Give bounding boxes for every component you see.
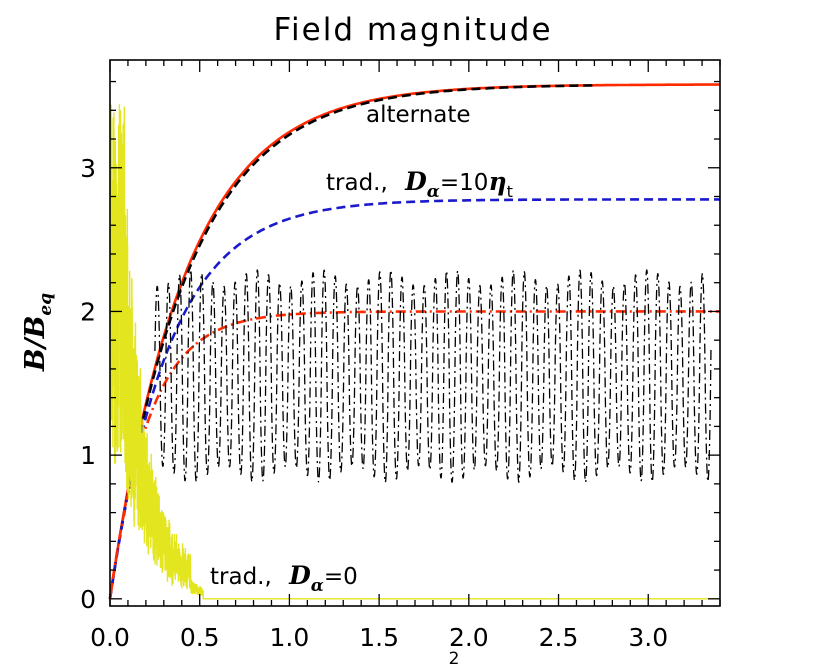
ticks-layer (109, 60, 721, 606)
x-tick-label: 1.5 (359, 623, 399, 652)
y-axis-label-sub: eq (36, 293, 56, 316)
x-tick-label: 1.0 (270, 623, 310, 652)
x-tick-label: 0.0 (90, 623, 130, 652)
annotation-trad-10-sub2: t (507, 182, 513, 201)
x-tick-label: 2.0 (449, 623, 489, 652)
y-tick-label: 0 (80, 585, 96, 614)
series-line-oscillating_black (154, 269, 712, 483)
series-layer (108, 83, 720, 600)
x-tick-label: 0.5 (180, 623, 220, 652)
y-tick-label: 2 (80, 297, 96, 326)
annotation-alternate: alternate (366, 102, 471, 128)
annotation-trad-10-eq: =10 (440, 170, 489, 196)
annotation-trad-10-eta: η (488, 167, 506, 196)
y-tick-label: 3 (80, 154, 96, 183)
plot-frame (109, 59, 721, 607)
y-tick-label: 1 (80, 441, 96, 470)
annotation-trad-10-symbol: D (404, 167, 427, 196)
series-line-trad_10_blue (108, 198, 720, 599)
annotation-trad-10-sub: α (427, 182, 440, 202)
x-axis-label-fragment: 2 (449, 649, 460, 665)
y-axis-label-main: B/B (20, 316, 51, 373)
x-tick-label: 3.0 (628, 623, 668, 652)
annotation-trad-10-prefix: trad., (326, 170, 388, 196)
series-line-alternate_black (108, 84, 595, 599)
annotation-trad-0-eq: =0 (324, 564, 358, 590)
y-axis-label: B/Beq (20, 293, 56, 372)
annotation-trad-10: trad., Dα=10ηt (326, 167, 513, 202)
y-tick-labels: 0 1 2 3 (80, 154, 96, 614)
chart-title: Field magnitude (273, 12, 552, 48)
annotation-trad-0-sub: α (311, 576, 324, 596)
series-line-alternate_red (108, 83, 720, 599)
series-line-trad_10_red (108, 310, 720, 599)
annotation-trad-0-prefix: trad., (210, 564, 272, 590)
series-line-trad_0_yellow (109, 104, 720, 600)
annotation-trad-0: trad., Dα=0 (210, 561, 358, 596)
x-tick-labels: 0.0 0.5 1.0 1.5 2.0 2.5 3.0 (90, 623, 668, 652)
annotation-trad-0-symbol: D (288, 561, 311, 590)
x-tick-label: 2.5 (539, 623, 579, 652)
